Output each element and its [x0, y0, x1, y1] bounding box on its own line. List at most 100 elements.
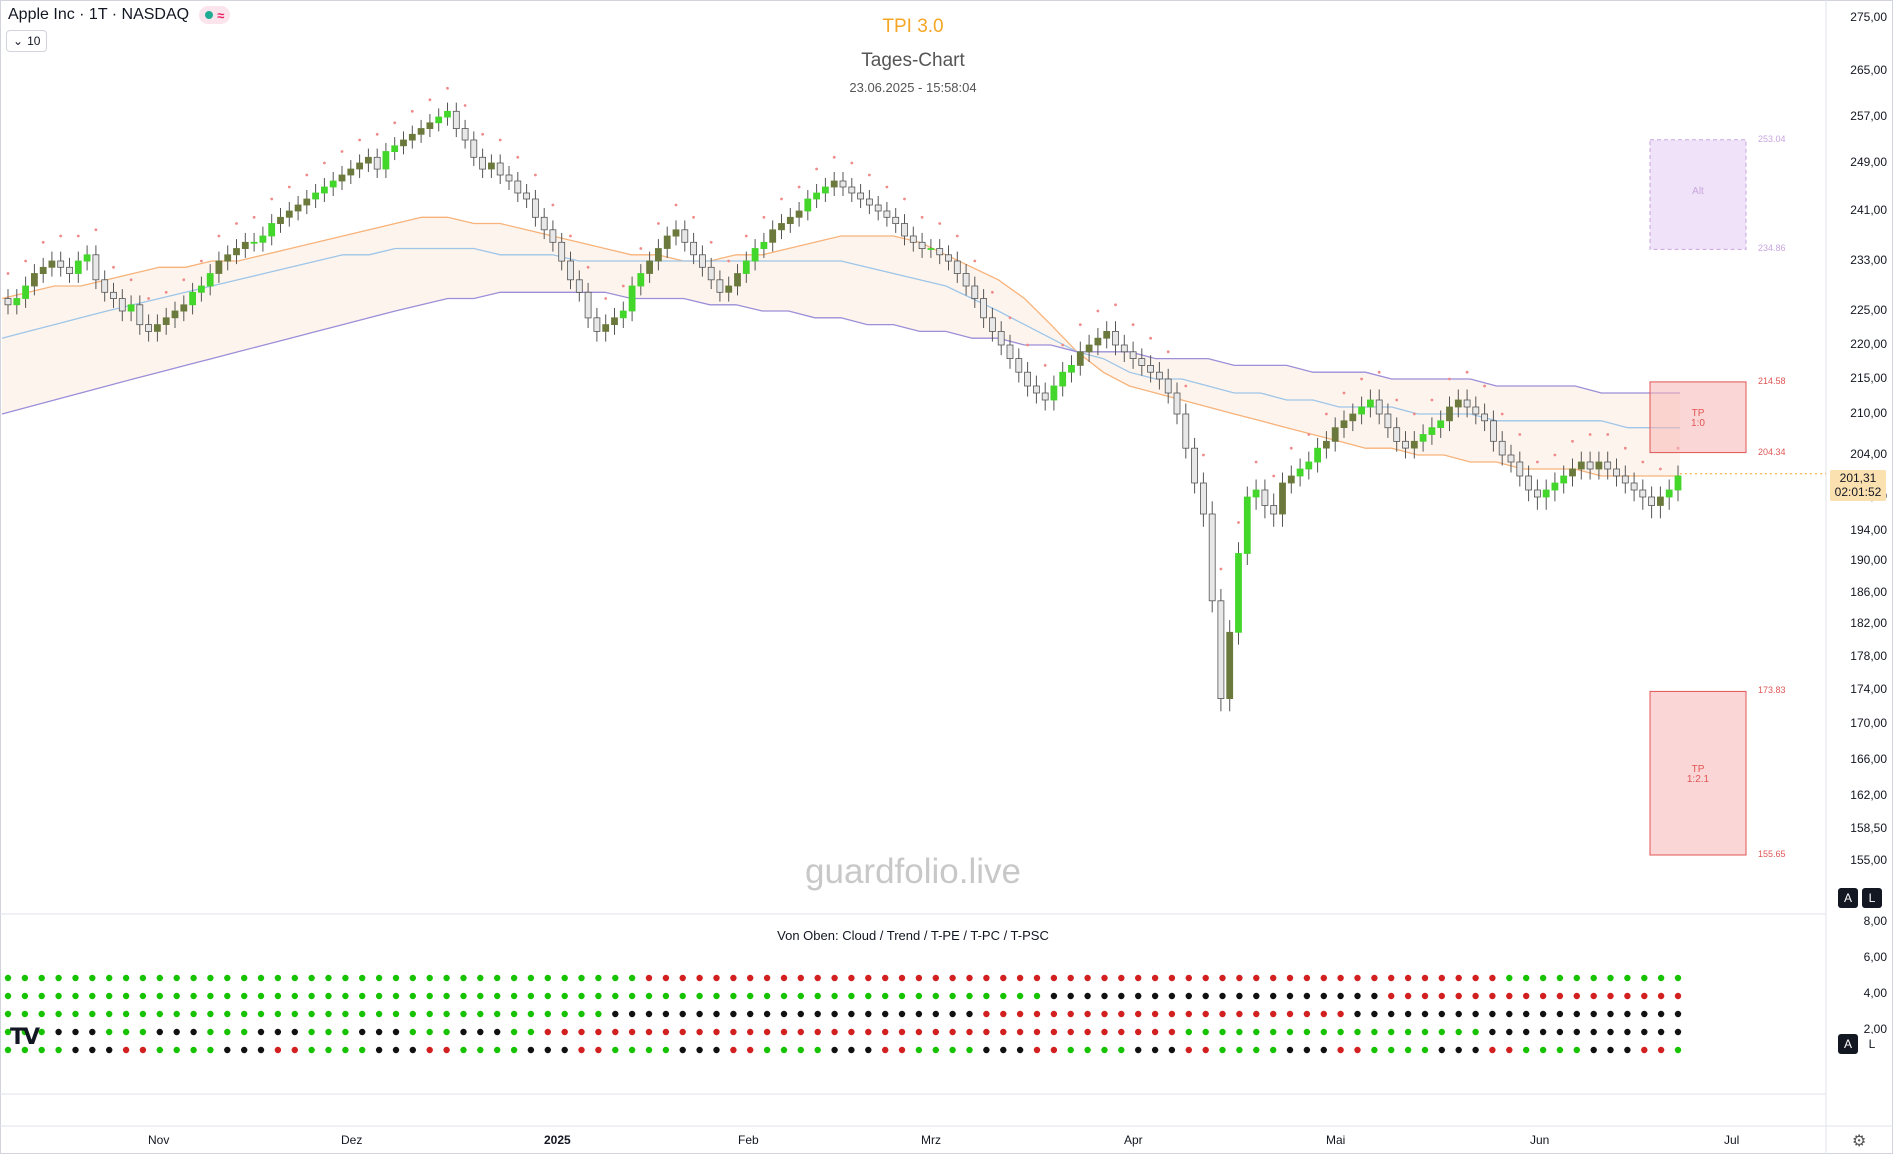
signal-dot	[1438, 974, 1446, 982]
signal-dot	[1253, 992, 1260, 1000]
signal-dot	[1573, 1046, 1581, 1054]
signal-dot	[612, 974, 619, 982]
candle-body	[584, 291, 592, 319]
candle-body	[1138, 358, 1146, 366]
price-tick-label: 190,00	[1850, 553, 1887, 567]
signal-dot	[1489, 1010, 1496, 1018]
oscillator-log-scale-button[interactable]: L	[1862, 1034, 1882, 1054]
signal-dot	[1270, 992, 1277, 1000]
signal-dot	[1219, 1010, 1226, 1018]
price-tick-label: 257,00	[1850, 109, 1887, 123]
price-tick-label: 215,00	[1850, 371, 1887, 385]
trend-dot	[586, 265, 590, 269]
signal-dot	[763, 974, 771, 982]
candle-body	[1112, 330, 1119, 346]
signal-dot	[1506, 974, 1513, 982]
candle-body	[936, 248, 944, 256]
candle-body	[830, 180, 838, 188]
candle-body	[1586, 461, 1594, 470]
status-badge[interactable]: ≈	[199, 6, 231, 24]
signal-dot	[1067, 992, 1074, 1000]
candle-body	[1340, 420, 1348, 428]
signal-dot	[1050, 1028, 1058, 1036]
trend-dot	[1289, 446, 1293, 450]
signal-dot	[257, 1028, 265, 1036]
price-tick-label: 178,00	[1850, 649, 1887, 663]
signal-dot	[55, 1046, 62, 1054]
signal-dot	[1185, 1046, 1193, 1054]
signal-dot	[1388, 1010, 1395, 1018]
candle-body	[1068, 364, 1075, 373]
candle-body	[338, 174, 346, 182]
signal-dot	[1286, 1046, 1294, 1054]
signal-dot	[510, 1046, 518, 1054]
gear-icon[interactable]: ⚙	[1852, 1133, 1867, 1150]
trend-dot	[674, 203, 678, 207]
signal-dot	[679, 974, 686, 982]
signal-dot	[612, 1028, 619, 1036]
signal-dot	[1151, 1028, 1159, 1036]
signal-dot	[257, 1010, 265, 1018]
candle-body	[707, 266, 715, 281]
candle-body	[1358, 406, 1365, 415]
signal-dot	[949, 1010, 956, 1018]
candle-body	[153, 324, 161, 332]
trend-dot	[1114, 303, 1117, 307]
target-box	[1649, 139, 1747, 250]
oscillator-auto-scale-button[interactable]: A	[1838, 1034, 1858, 1054]
signal-dot	[1050, 974, 1058, 982]
signal-dot	[730, 1010, 737, 1018]
signal-dot	[1050, 992, 1058, 1000]
signal-dot	[1573, 974, 1581, 982]
signal-dot	[544, 974, 551, 982]
signal-dot	[561, 1046, 568, 1054]
indicator-title: TPI 3.0	[882, 16, 944, 37]
signal-dot	[494, 974, 501, 982]
auto-scale-button[interactable]: A	[1838, 888, 1858, 908]
signal-dot	[1641, 1010, 1648, 1018]
signal-dot	[1101, 974, 1108, 982]
signal-dot	[1354, 992, 1361, 1000]
indicator-collapse-button[interactable]: ⌄ 10	[6, 30, 48, 52]
price-tick-label: 182,00	[1850, 616, 1887, 630]
signal-dot	[1151, 974, 1159, 982]
candle-body	[1490, 420, 1497, 442]
signal-dot	[1337, 1010, 1344, 1018]
symbol-legend[interactable]: Apple Inc · 1T · NASDAQ ≈	[8, 6, 231, 24]
signal-dot	[1033, 1010, 1041, 1018]
trend-dot	[200, 259, 203, 263]
trend-dot	[1659, 467, 1662, 471]
signal-dot	[595, 974, 602, 982]
signal-dot	[89, 1046, 96, 1054]
signal-dot	[1303, 974, 1311, 982]
candle-body	[408, 133, 416, 141]
time-axis-label: Nov	[148, 1133, 170, 1147]
candle-body	[373, 156, 381, 170]
trend-dot	[621, 284, 625, 288]
candle-body	[1569, 468, 1576, 477]
signal-dot	[443, 1046, 450, 1054]
signal-dot	[494, 1010, 501, 1018]
candle-body	[1437, 420, 1445, 428]
candle-body	[1287, 475, 1295, 484]
signal-dot	[1320, 1028, 1328, 1036]
signal-dot	[1016, 974, 1024, 982]
candle-body	[857, 192, 864, 200]
signal-dot	[460, 1028, 467, 1036]
signal-dot	[1489, 1046, 1496, 1054]
signal-dot	[460, 974, 467, 982]
signal-dot	[1523, 1010, 1530, 1018]
signal-dot	[898, 974, 906, 982]
signal-dot	[224, 1028, 231, 1036]
log-scale-button[interactable]: L	[1862, 888, 1882, 908]
signal-dot	[578, 1010, 585, 1018]
signal-dot	[865, 974, 872, 982]
trend-dot	[305, 173, 309, 177]
price-tick-label: 225,00	[1850, 303, 1887, 317]
signal-dot	[612, 1010, 619, 1018]
signal-dot	[730, 1046, 737, 1054]
signal-dot	[1236, 974, 1243, 982]
signal-dot	[291, 974, 298, 982]
signal-dot	[713, 992, 720, 1000]
